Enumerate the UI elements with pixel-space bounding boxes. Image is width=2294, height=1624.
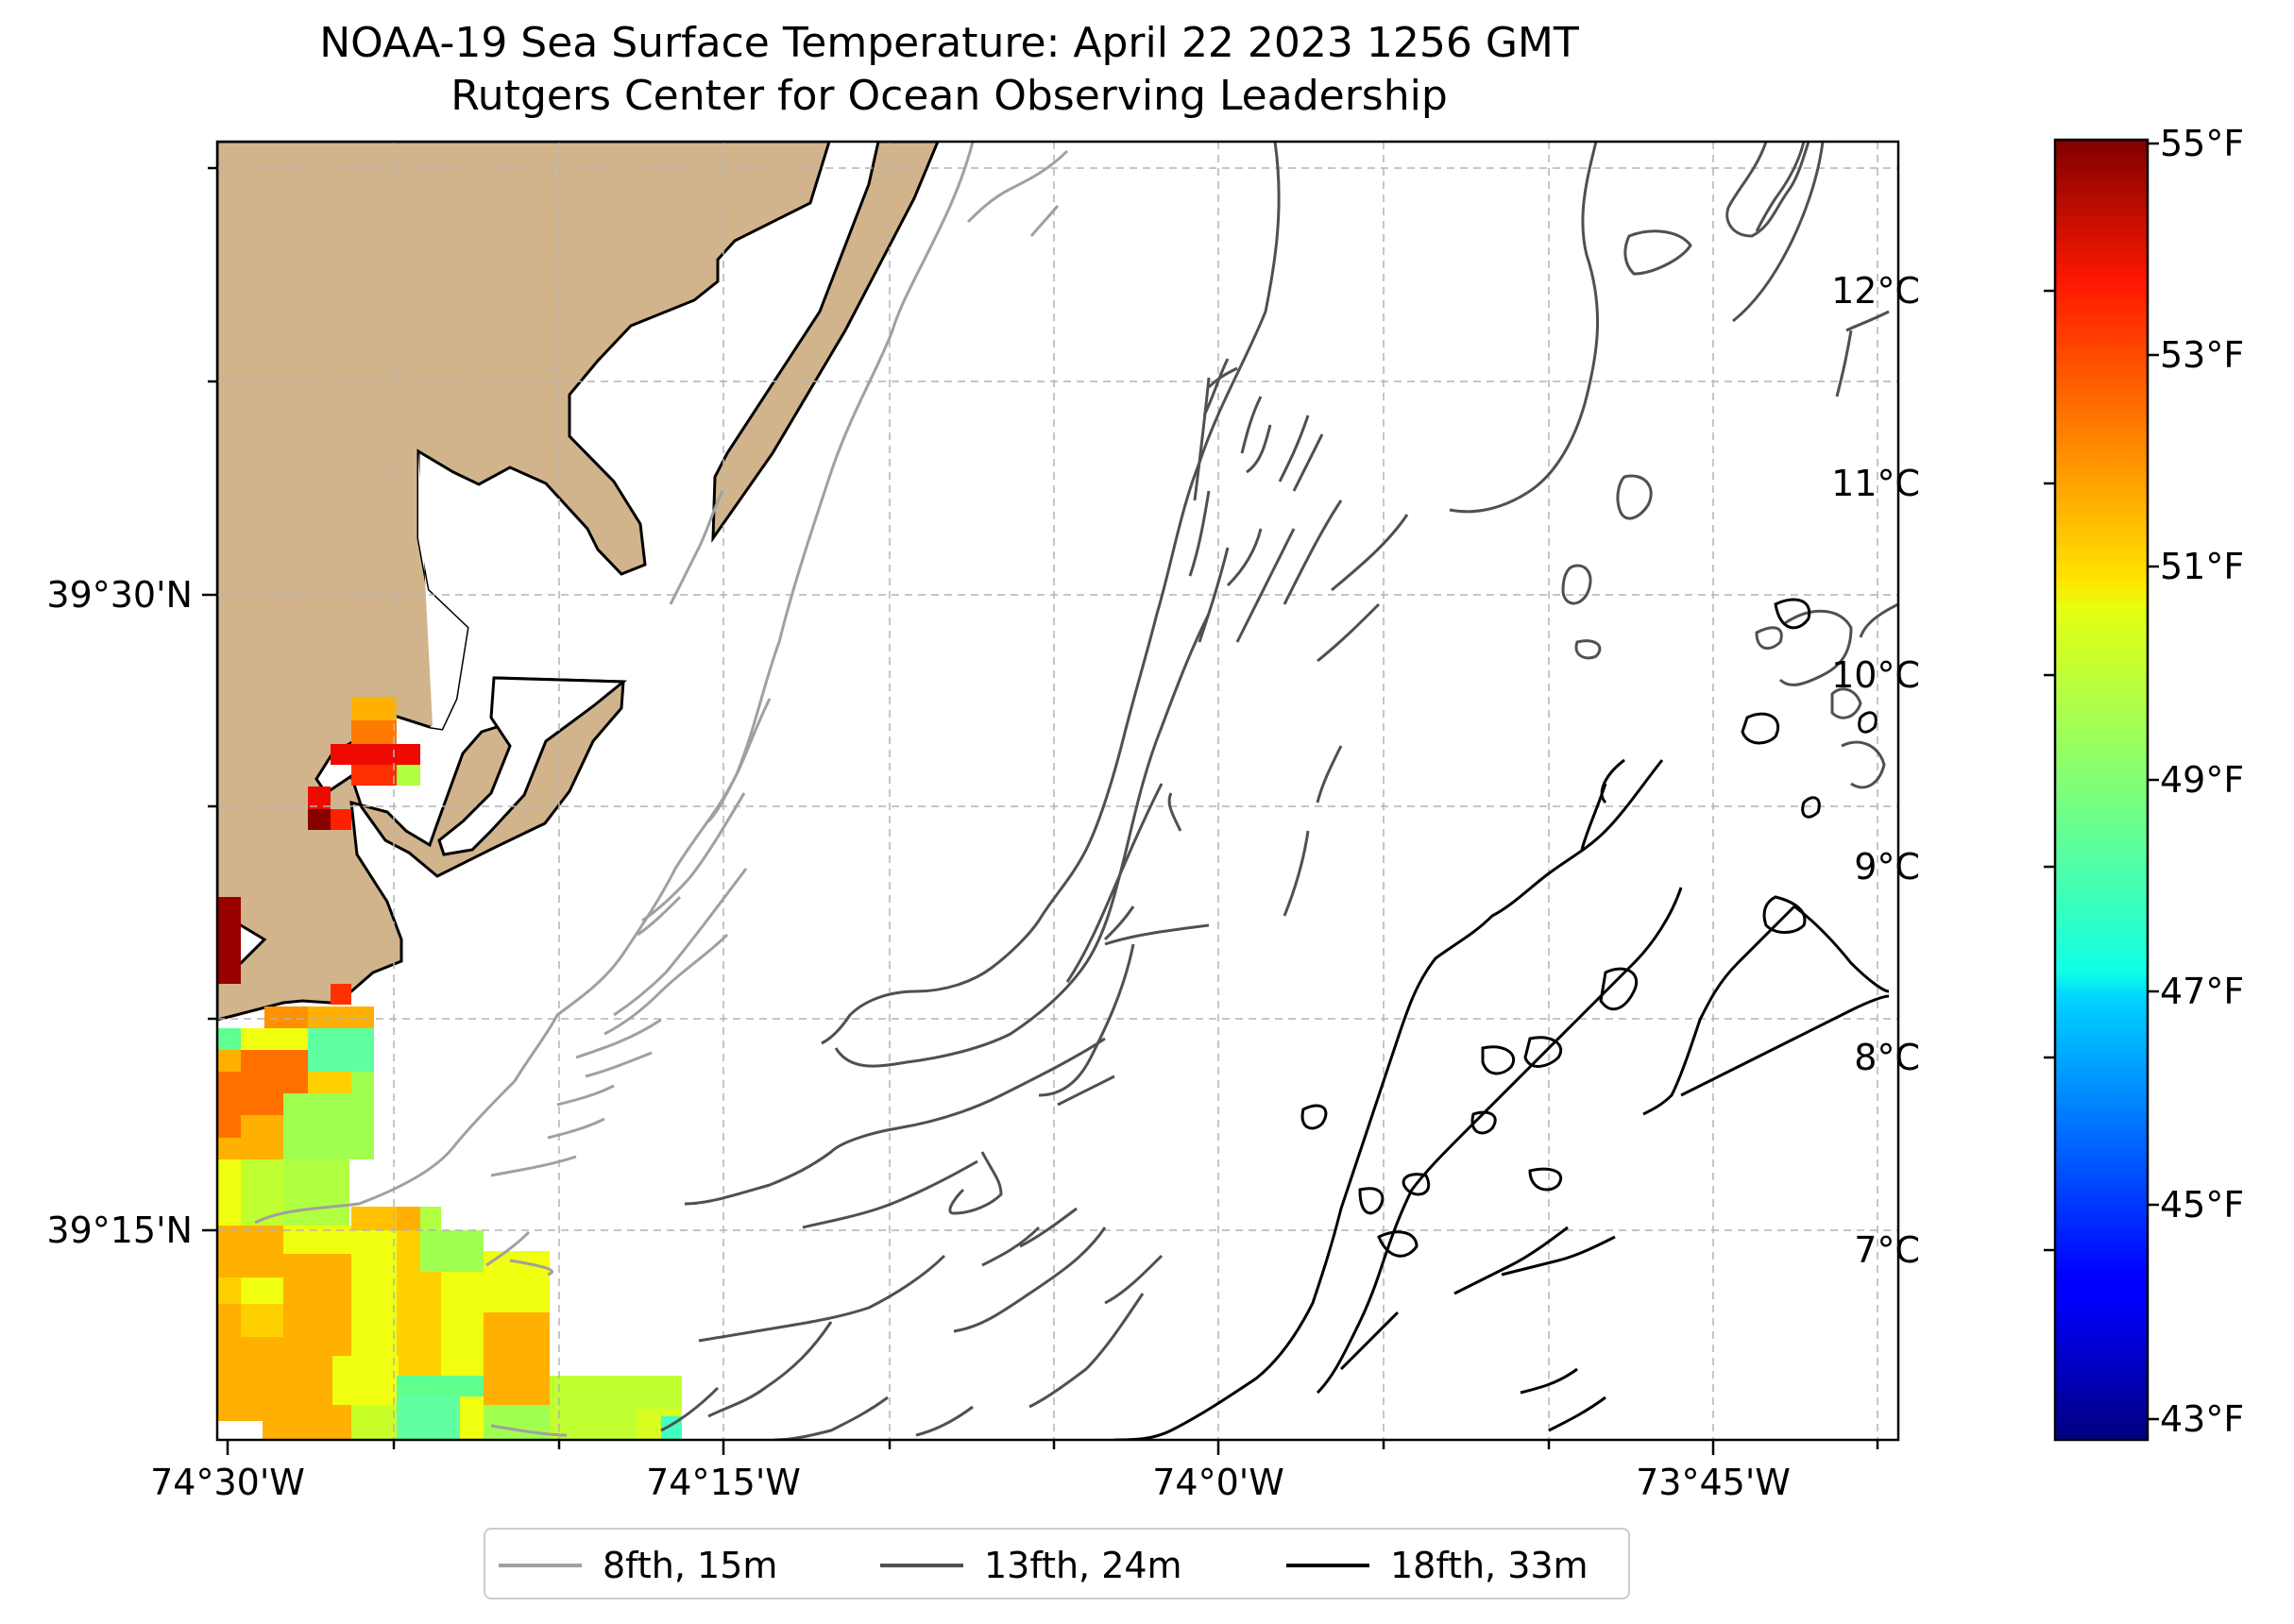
map-title: NOAA-19 Sea Surface Temperature: April 2… xyxy=(319,19,1579,67)
legend-label: 13fth, 24m xyxy=(984,1545,1182,1586)
contour-8fth xyxy=(254,142,1069,1437)
lat-label: 39°30'N xyxy=(46,574,193,616)
legend-item-18fth: 18fth, 33m xyxy=(1286,1530,1589,1601)
lon-label: 73°45'W xyxy=(1636,1462,1791,1503)
colorbar-gradient xyxy=(2053,138,2150,1442)
colorbar-c-label: 11°C xyxy=(1831,463,1920,504)
lon-label: 74°0'W xyxy=(1152,1462,1284,1503)
gridlines xyxy=(217,142,1898,1440)
colorbar-c-label: 9°C xyxy=(1854,846,1920,888)
legend-label: 18fth, 33m xyxy=(1390,1545,1589,1586)
colorbar-f-label: 49°F xyxy=(2160,759,2245,801)
lon-label: 74°15'W xyxy=(646,1462,801,1503)
colorbar-f-label: 55°F xyxy=(2160,123,2245,164)
legend-label: 8fth, 15m xyxy=(603,1545,778,1586)
colorbar-c-label: 12°C xyxy=(1831,270,1920,312)
colorbar-f-label: 47°F xyxy=(2160,971,2245,1012)
lat-label: 39°15'N xyxy=(46,1210,193,1251)
legend-item-8fth: 8fth, 15m xyxy=(499,1530,777,1601)
colorbar-f-label: 53°F xyxy=(2160,334,2245,376)
colorbar-c-label: 7°C xyxy=(1854,1229,1920,1271)
colorbar-c-label: 8°C xyxy=(1854,1037,1920,1078)
contour-legend: 8fth, 15m 13fth, 24m 18fth, 33m xyxy=(484,1528,1630,1599)
colorbar-f-label: 43°F xyxy=(2160,1398,2245,1440)
colorbar-f-label: 51°F xyxy=(2160,546,2245,587)
legend-line-icon xyxy=(880,1564,963,1567)
colorbar-f-label: 45°F xyxy=(2160,1184,2245,1226)
legend-line-icon xyxy=(499,1564,582,1567)
plot-frame xyxy=(215,140,1900,1442)
legend-item-13fth: 13fth, 24m xyxy=(880,1530,1182,1601)
legend-line-icon xyxy=(1286,1564,1369,1567)
contour-18fth xyxy=(1113,598,1890,1440)
contour-13fth xyxy=(660,142,1898,1440)
barrier-island xyxy=(711,142,940,543)
colorbar-c-label: 10°C xyxy=(1831,654,1920,696)
lon-label: 74°30'W xyxy=(150,1462,305,1503)
map-subtitle: Rutgers Center for Ocean Observing Leade… xyxy=(450,72,1448,120)
